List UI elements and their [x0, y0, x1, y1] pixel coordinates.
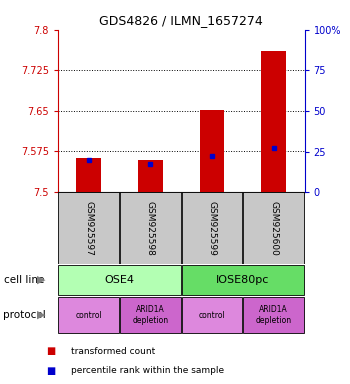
Bar	[58, 265, 181, 295]
Bar	[261, 51, 286, 192]
Title: GDS4826 / ILMN_1657274: GDS4826 / ILMN_1657274	[99, 15, 263, 27]
Bar	[120, 192, 181, 264]
Text: ■: ■	[46, 366, 55, 376]
Bar	[182, 265, 304, 295]
Bar	[138, 160, 163, 192]
Text: ▶: ▶	[37, 275, 46, 285]
Text: ARID1A
depletion: ARID1A depletion	[132, 305, 168, 325]
Bar	[58, 297, 119, 333]
Text: GSM925597: GSM925597	[84, 200, 93, 255]
Bar	[244, 297, 304, 333]
Text: percentile rank within the sample: percentile rank within the sample	[71, 366, 224, 375]
Text: ■: ■	[46, 346, 55, 356]
Text: ARID1A
depletion: ARID1A depletion	[256, 305, 292, 325]
Bar	[244, 192, 304, 264]
Bar	[199, 110, 224, 192]
Text: OSE4: OSE4	[104, 275, 134, 285]
Bar	[182, 297, 242, 333]
Text: control: control	[75, 311, 102, 319]
Bar	[76, 158, 101, 192]
Text: ▶: ▶	[37, 310, 46, 320]
Text: protocol: protocol	[4, 310, 46, 320]
Text: cell line: cell line	[4, 275, 44, 285]
Bar	[182, 192, 242, 264]
Bar	[120, 297, 181, 333]
Text: IOSE80pc: IOSE80pc	[216, 275, 270, 285]
Bar	[58, 192, 119, 264]
Text: control: control	[198, 311, 225, 319]
Text: GSM925598: GSM925598	[146, 200, 155, 255]
Text: transformed count: transformed count	[71, 347, 155, 356]
Text: GSM925600: GSM925600	[269, 200, 278, 255]
Text: GSM925599: GSM925599	[208, 200, 216, 255]
